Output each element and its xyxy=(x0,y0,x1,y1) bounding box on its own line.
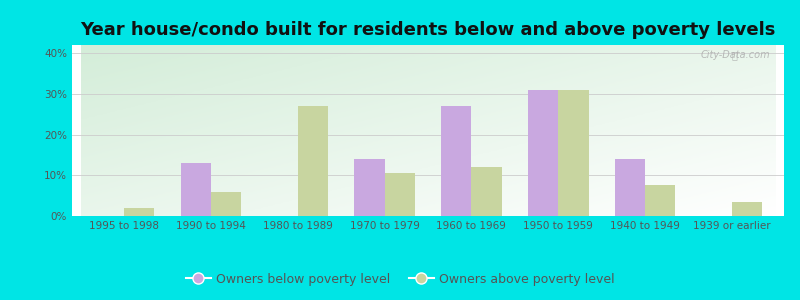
Bar xyxy=(528,90,558,216)
Bar xyxy=(558,90,589,216)
Bar xyxy=(441,106,471,216)
Bar xyxy=(471,167,502,216)
Bar xyxy=(732,202,762,216)
Legend: Owners below poverty level, Owners above poverty level: Owners below poverty level, Owners above… xyxy=(181,268,619,291)
Bar xyxy=(181,163,211,216)
Bar xyxy=(385,173,415,216)
Bar xyxy=(354,159,385,216)
Text: City-Data.com: City-Data.com xyxy=(700,50,770,60)
Text: Year house/condo built for residents below and above poverty levels: Year house/condo built for residents bel… xyxy=(80,21,776,39)
Text: ⓘ: ⓘ xyxy=(732,50,738,60)
Bar xyxy=(614,159,645,216)
Bar xyxy=(298,106,328,216)
Bar xyxy=(645,185,675,216)
Bar xyxy=(211,192,242,216)
Bar xyxy=(124,208,154,216)
